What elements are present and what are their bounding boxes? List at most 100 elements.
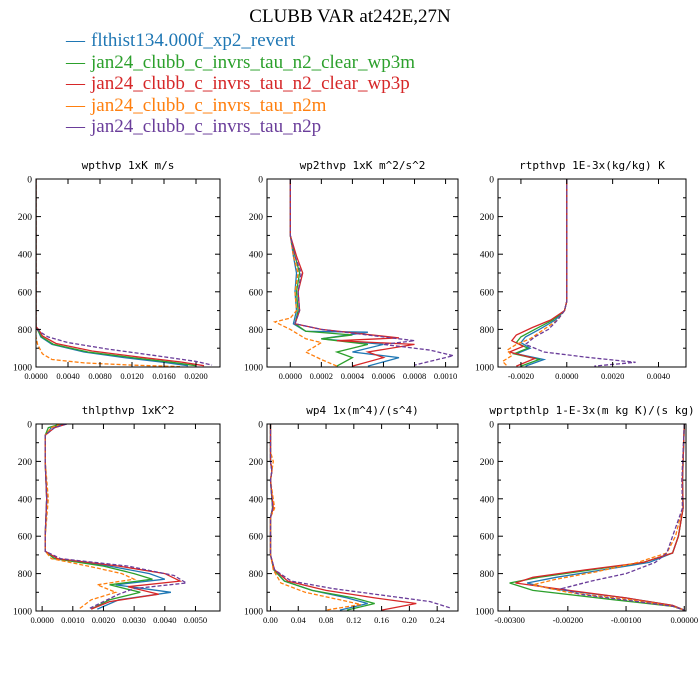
series-line bbox=[507, 179, 568, 367]
series-line bbox=[559, 424, 685, 611]
plot-frame bbox=[497, 178, 687, 368]
x-tick-label: -0.00200 bbox=[553, 615, 583, 625]
legend-item: — jan24_clubb_c_invrs_tau_n2_clear_wp3m bbox=[66, 52, 415, 74]
legend-line-icon: — bbox=[66, 30, 85, 51]
y-tick-label: 200 bbox=[18, 458, 33, 468]
x-tick-label: 0.20 bbox=[402, 615, 417, 625]
chart-panel: wp2thvp 1xK m^2/s^2 0 200 400 600 800 1000 0.00… bbox=[244, 159, 459, 381]
x-tick-label: -0.00100 bbox=[611, 615, 641, 625]
x-tick-label: 0.0050 bbox=[184, 615, 207, 625]
series-line bbox=[532, 424, 685, 611]
series-line bbox=[36, 179, 197, 367]
series-line bbox=[514, 179, 568, 367]
x-tick-label: 0.24 bbox=[430, 615, 446, 625]
panel-title: wpthvp 1xK m/s bbox=[82, 159, 175, 172]
plot-frame bbox=[266, 178, 459, 368]
series-line bbox=[269, 424, 417, 611]
y-tick-label: 400 bbox=[480, 495, 495, 505]
y-tick-label: 400 bbox=[18, 251, 33, 261]
legend-line-icon: — bbox=[66, 116, 85, 137]
y-tick-label: 400 bbox=[18, 495, 33, 505]
series-line bbox=[524, 179, 636, 367]
legend: — flthist134.000f_xp2_revert — jan24_clubb… bbox=[66, 30, 415, 138]
x-tick-label: 0.0040 bbox=[647, 371, 670, 381]
x-tick-label: 0.0080 bbox=[88, 371, 111, 381]
legend-item: — jan24_clubb_c_invrs_tau_n2m bbox=[66, 95, 415, 117]
x-tick-label: 0.16 bbox=[374, 615, 389, 625]
series-line bbox=[36, 179, 181, 367]
legend-line-icon: — bbox=[66, 94, 85, 116]
y-tick-label: 800 bbox=[480, 570, 495, 580]
legend-line-icon: — bbox=[66, 51, 85, 73]
y-tick-label: 400 bbox=[249, 251, 264, 261]
y-tick-label: 800 bbox=[249, 326, 264, 336]
series-line bbox=[269, 424, 375, 611]
legend-label: jan24_clubb_c_invrs_tau_n2p bbox=[91, 116, 322, 137]
x-tick-label: 0.0120 bbox=[120, 371, 143, 381]
y-tick-label: 200 bbox=[249, 458, 264, 468]
legend-label: flthist134.000f_xp2_revert bbox=[91, 30, 296, 51]
legend-line-icon: — bbox=[66, 73, 85, 94]
y-tick-label: 1000 bbox=[475, 608, 494, 618]
x-tick-label: 0.0000 bbox=[279, 371, 302, 381]
x-tick-label: 0.0008 bbox=[403, 371, 426, 381]
legend-item: — flthist134.000f_xp2_revert bbox=[66, 30, 415, 52]
y-tick-label: 600 bbox=[480, 288, 495, 298]
x-tick-label: 0.0030 bbox=[122, 615, 145, 625]
legend-item: — jan24_clubb_c_invrs_tau_n2_clear_wp3p bbox=[66, 73, 415, 95]
y-tick-label: 1000 bbox=[13, 608, 32, 618]
x-tick-label: 0.0002 bbox=[310, 371, 333, 381]
y-tick-label: 0 bbox=[258, 421, 263, 431]
series-line bbox=[269, 424, 361, 611]
series-line bbox=[509, 424, 685, 611]
series-line bbox=[511, 179, 568, 367]
figure-title: CLUBB VAR at242E,27N bbox=[249, 6, 451, 27]
series-line bbox=[44, 424, 171, 610]
series-line bbox=[44, 424, 189, 610]
x-tick-label: 0.0004 bbox=[341, 371, 365, 381]
series-line bbox=[36, 179, 205, 367]
y-tick-label: 1000 bbox=[244, 608, 263, 618]
y-tick-label: 800 bbox=[249, 570, 264, 580]
x-tick-label: 0.04 bbox=[291, 615, 307, 625]
y-tick-label: 600 bbox=[249, 533, 264, 543]
y-tick-label: 200 bbox=[18, 213, 33, 223]
panel-title: thlpthvp 1xK^2 bbox=[82, 404, 175, 417]
y-tick-label: 0 bbox=[258, 176, 263, 186]
series-line bbox=[289, 179, 454, 366]
panel-title: wp4 1x(m^4)/(s^4) bbox=[306, 404, 419, 417]
panel-title: wprtpthlp 1-E-3x(m kg K)/(s kg) bbox=[489, 404, 694, 417]
x-tick-label: 0.08 bbox=[319, 615, 334, 625]
y-tick-label: 600 bbox=[18, 533, 33, 543]
y-tick-label: 800 bbox=[18, 326, 33, 336]
legend-label: jan24_clubb_c_invrs_tau_n2_clear_wp3p bbox=[91, 73, 410, 94]
series-line bbox=[269, 424, 452, 609]
series-line bbox=[44, 424, 153, 610]
series-line bbox=[501, 179, 568, 367]
x-tick-label: 0.0160 bbox=[152, 371, 175, 381]
x-tick-label: 0.0010 bbox=[61, 615, 84, 625]
y-tick-label: 400 bbox=[249, 495, 264, 505]
x-tick-label: -0.00300 bbox=[494, 615, 524, 625]
x-tick-label: -0.0020 bbox=[508, 371, 534, 381]
series-line bbox=[269, 424, 368, 611]
y-tick-label: 0 bbox=[489, 176, 494, 186]
y-tick-label: 400 bbox=[480, 251, 495, 261]
y-tick-label: 200 bbox=[480, 213, 495, 223]
x-tick-label: 0.0006 bbox=[372, 371, 395, 381]
y-tick-label: 0 bbox=[489, 421, 494, 431]
x-tick-label: 0.00000 bbox=[670, 615, 698, 625]
series-line bbox=[526, 424, 685, 611]
y-tick-label: 200 bbox=[249, 213, 264, 223]
y-tick-label: 1000 bbox=[244, 364, 263, 374]
y-tick-label: 0 bbox=[27, 421, 32, 431]
series-line bbox=[36, 179, 189, 367]
y-tick-label: 200 bbox=[480, 458, 495, 468]
y-tick-label: 800 bbox=[18, 570, 33, 580]
chart-panel: wprtpthlp 1-E-3x(m kg K)/(s kg) 0 200 400 60… bbox=[475, 404, 698, 625]
x-tick-label: 0.12 bbox=[346, 615, 361, 625]
plot-frame bbox=[35, 178, 221, 368]
